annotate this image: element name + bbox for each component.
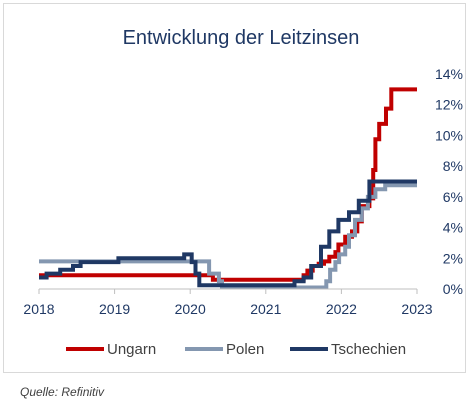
chart: Entwicklung der Leitzinsen 2018 2019 2020 2… [23,27,463,358]
y-tick-label: 8% [443,158,463,174]
x-tick-label: 2019 [99,301,130,317]
y-tick-label: 0% [443,281,463,297]
x-tick-label: 2023 [401,301,432,317]
x-tick-label: 2022 [326,301,357,317]
legend-label: Polen [226,341,264,358]
y-tick-label: 6% [443,189,463,205]
y-tick-label: 14% [435,66,463,82]
x-tick-label: 2020 [175,301,206,317]
y-tick-label: 12% [435,97,463,113]
source-note: Quelle: Refinitiv [20,385,105,399]
legend-label: Tschechien [331,341,406,358]
series-line-ungarn [39,87,417,282]
chart-title: Entwicklung der Leitzinsen [123,27,360,49]
y-tick-label: 10% [435,127,463,143]
y-tick-label: 2% [443,250,463,266]
x-tick-label: 2021 [250,301,281,317]
y-tick-label: 4% [443,220,463,236]
chart-frame: Entwicklung der Leitzinsen 2018 2019 2020 2… [3,3,466,373]
x-tick-label: 2018 [23,301,54,317]
series-line-polen [39,183,417,290]
legend-label: Ungarn [107,341,156,358]
series-line-tschechien [39,179,417,288]
